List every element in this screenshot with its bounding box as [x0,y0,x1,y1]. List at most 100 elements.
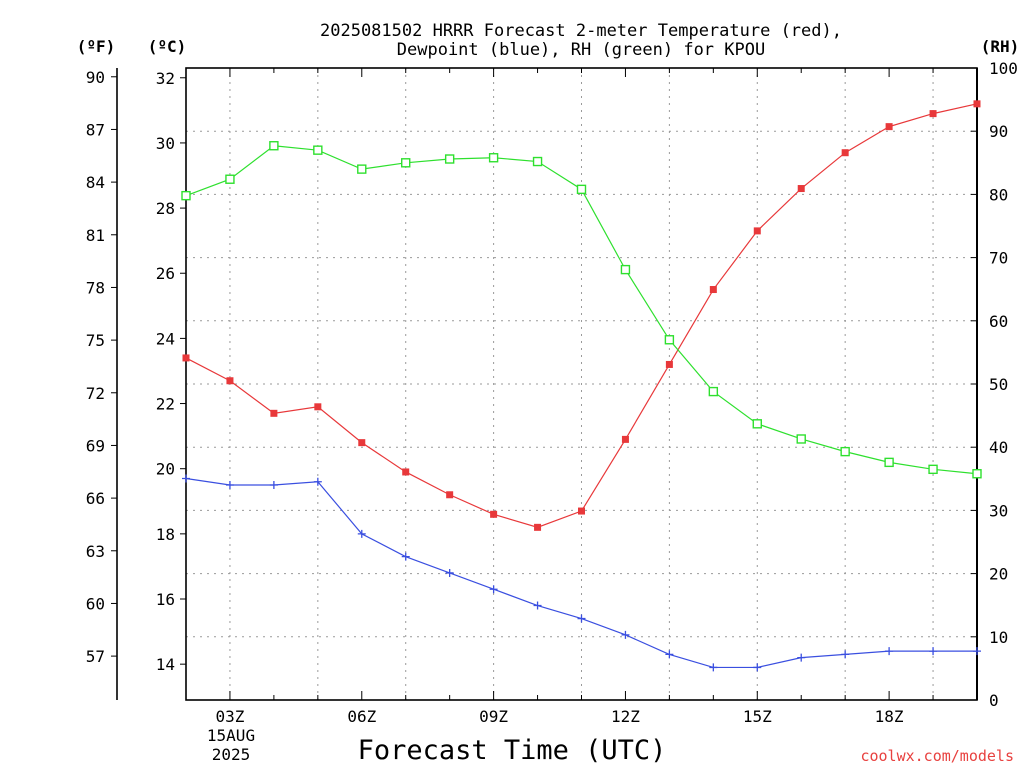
data-point-marker [972,469,982,479]
data-point-marker [576,184,587,195]
fahrenheit-tick-label: 90 [86,68,105,87]
fahrenheit-tick-label: 66 [86,489,105,508]
source-credit: coolwx.com/models [860,747,1014,765]
data-point-marker [402,468,410,476]
data-point-marker [226,377,234,385]
data-point-marker [182,354,190,362]
data-point-marker [665,650,674,659]
tick-marks [111,67,978,701]
data-point-marker [753,663,762,672]
celsius-tick-label: 28 [156,199,175,218]
fahrenheit-tick-label: 60 [86,594,105,613]
fahrenheit-tick-label: 87 [86,120,105,139]
tick-labels: 03Z 06Z 09Z 12Z 15Z 18Z 57 60 63 66 69 72 75 78 81 84 87… [86,59,1018,726]
data-point-marker [885,123,893,131]
series [181,100,982,672]
fahrenheit-tick-label: 57 [86,647,105,666]
rh-tick-label: 60 [989,312,1008,331]
celsius-tick-label: 30 [156,134,175,153]
date-label-day: 15AUG [207,726,255,745]
celsius-tick-label: 26 [156,264,175,283]
x-tick-label: 09Z [479,707,508,726]
data-point-marker [752,419,762,429]
celsius-tick-label: 24 [156,329,175,348]
celsius-tick-label: 20 [156,460,175,479]
data-point-marker [314,403,322,411]
data-point-marker [181,190,191,201]
data-point-marker [532,156,543,167]
data-point-marker [797,653,806,662]
rh-tick-label: 10 [989,628,1008,647]
data-point-marker [797,185,805,193]
celsius-unit-label: (ºC) [148,37,187,56]
axes [116,67,978,701]
data-point-marker [444,154,455,164]
data-point-marker [929,647,938,656]
data-point-marker [533,601,542,610]
fahrenheit-unit-label: (ºF) [77,37,116,56]
data-point-marker [884,457,894,468]
data-point-marker [973,647,981,656]
data-point-marker [708,386,719,397]
data-point-marker [401,552,410,561]
x-tick-label: 12Z [611,707,640,726]
data-point-marker [928,464,938,475]
rh-tick-label: 70 [989,249,1008,268]
celsius-tick-label: 14 [156,655,175,674]
data-point-marker [578,507,585,515]
data-point-marker [357,529,366,538]
data-point-marker [841,149,849,157]
data-point-marker [621,630,630,639]
rh-tick-label: 0 [989,691,999,710]
x-tick-label: 06Z [347,707,376,726]
rh-tick-label: 20 [989,565,1008,584]
fahrenheit-tick-label: 75 [86,331,105,350]
rh-tick-label: 100 [989,59,1018,78]
celsius-tick-label: 16 [156,590,175,609]
fahrenheit-tick-label: 63 [86,542,105,561]
data-point-marker [489,585,498,594]
x-axis-label: Forecast Time (UTC) [358,735,667,766]
data-point-marker [269,480,278,489]
data-point-marker [620,264,631,275]
data-point-marker [401,158,411,168]
data-point-marker [490,510,498,518]
rh-tick-label: 90 [989,122,1008,141]
data-point-marker [225,174,235,184]
chart-title-line-2: Dewpoint (blue), RH (green) for KPOU [397,40,765,60]
data-point-marker [534,523,542,531]
data-point-marker [621,435,629,443]
data-point-marker [753,227,761,235]
fahrenheit-tick-label: 81 [86,226,105,245]
x-tick-label: 03Z [215,707,244,726]
data-point-marker [269,141,279,151]
celsius-tick-label: 18 [156,525,175,544]
chart-title-line-1: 2025081502 HRRR Forecast 2-meter Tempera… [320,21,842,41]
data-point-marker [313,477,322,486]
data-point-marker [358,439,366,447]
date-label-year: 2025 [212,745,251,764]
celsius-tick-label: 22 [156,395,175,414]
data-point-marker [796,434,806,444]
data-point-marker [709,286,717,294]
data-point-marker [225,480,234,489]
fahrenheit-tick-label: 78 [86,278,105,297]
data-point-marker [885,647,894,656]
rh-unit-label: (RH) [981,37,1020,56]
data-point-marker [313,145,323,155]
data-point-marker [445,568,454,577]
data-point-marker [664,335,675,345]
data-point-marker [665,360,673,368]
data-point-marker [488,153,499,163]
series-1 [182,474,981,672]
data-point-marker [973,100,981,108]
data-point-marker [841,650,850,659]
data-point-marker [840,446,850,457]
series-0 [182,100,981,531]
celsius-tick-label: 32 [156,69,175,88]
fahrenheit-tick-label: 69 [86,436,105,455]
data-point-marker [270,409,278,417]
data-point-marker [182,474,190,483]
rh-tick-label: 80 [989,185,1008,204]
fahrenheit-tick-label: 72 [86,384,105,403]
